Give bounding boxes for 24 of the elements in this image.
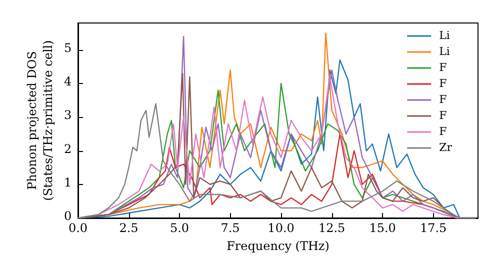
x-tick-label: 2.5 (119, 221, 138, 235)
y-tick-label: 3 (64, 108, 72, 122)
legend-label: Li (439, 45, 450, 58)
x-tick-label: 10.0 (268, 221, 294, 235)
y-tick-label: 0 (64, 209, 72, 223)
x-tick-label: 5.0 (170, 221, 190, 235)
x-tick-label: 17.5 (420, 221, 447, 235)
x-tick-label: 7.5 (220, 221, 240, 235)
legend-label: Li (439, 29, 450, 42)
legend-label: F (439, 109, 448, 122)
x-tick-label: 0.0 (68, 221, 88, 235)
y-tick-label: 4 (64, 74, 72, 89)
y-tick-label: 5 (64, 40, 72, 55)
y-axis-title: Phonon projected DOS (States/THz·primitive cell) (25, 40, 55, 201)
x-tick-label: 12.5 (318, 221, 346, 235)
y-tick-label: 1 (64, 175, 72, 190)
x-axis-title: Frequency (THz) (226, 239, 330, 253)
legend-label: F (439, 125, 448, 138)
legend-label: F (439, 77, 448, 90)
y-tick-label: 2 (64, 142, 72, 156)
legend-label: Zr (439, 141, 453, 154)
x-tick-label: 15.0 (369, 221, 396, 235)
legend-label: F (439, 61, 448, 74)
legend-label: F (439, 93, 448, 106)
